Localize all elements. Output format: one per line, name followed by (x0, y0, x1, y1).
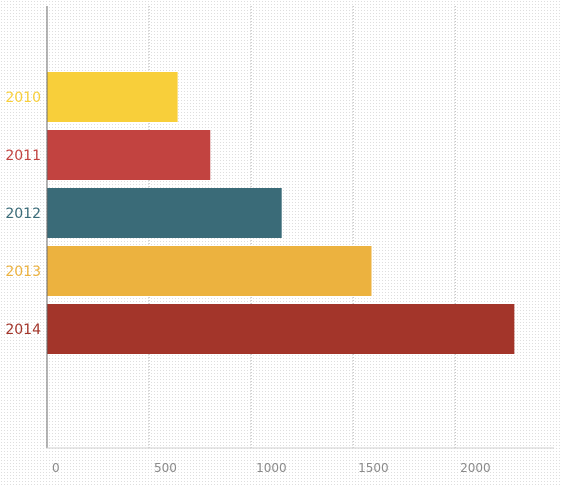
bar-2013 (47, 246, 372, 296)
x-tick-label-2000: 2000 (460, 461, 491, 475)
category-label-2011: 2011 (5, 148, 41, 164)
axes (46, 6, 554, 449)
x-tick-labels: 0 500 1000 1500 2000 (52, 461, 491, 475)
x-tick-label-0: 0 (52, 461, 60, 475)
bar-2011 (47, 130, 211, 180)
category-label-2013: 2013 (5, 264, 41, 280)
x-tick-label-1000: 1000 (256, 461, 287, 475)
category-label-2014: 2014 (5, 322, 41, 338)
category-label-2010: 2010 (5, 90, 41, 106)
bars (47, 72, 515, 354)
x-tick-label-500: 500 (154, 461, 177, 475)
x-tick-label-1500: 1500 (358, 461, 389, 475)
bar-2014 (47, 304, 515, 354)
category-label-2012: 2012 (5, 206, 41, 222)
bar-2012 (47, 188, 282, 238)
category-labels: 2010 2011 2012 2013 2014 (5, 90, 41, 338)
bar-2010 (47, 72, 178, 122)
